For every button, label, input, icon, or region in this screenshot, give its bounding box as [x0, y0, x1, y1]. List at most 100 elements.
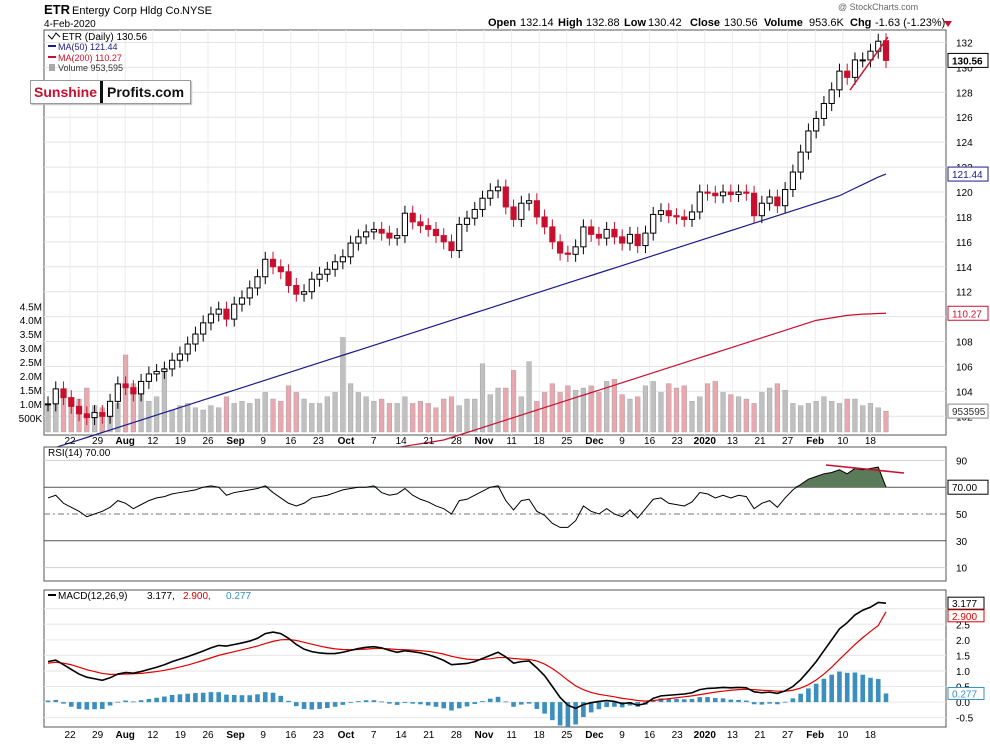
price-tick-label: 124 — [956, 138, 973, 149]
histogram-bar — [767, 702, 772, 704]
histogram-bar — [449, 702, 454, 711]
ma200-badge-text: 110.27 — [952, 309, 982, 320]
volume-bar — [402, 396, 408, 433]
price-x-axis: 22 29 Aug 12 19 26 Sep 9 16 23 Oct 7 14 21 28 Nov 11 18 25… — [64, 436, 876, 447]
candle-body — [60, 388, 67, 399]
x-tick-label: 25 — [561, 730, 573, 741]
volume-bar — [673, 387, 680, 433]
price-legend-icon — [47, 32, 61, 40]
candle-body — [851, 59, 859, 78]
x-tick-label: 22 — [64, 730, 76, 741]
candle-body — [712, 192, 719, 197]
volume-bar — [223, 396, 230, 433]
histogram-bar — [123, 700, 128, 703]
volume-bar — [278, 401, 284, 433]
volume-bar — [704, 383, 711, 433]
histogram-bar — [53, 699, 59, 703]
candle-body — [308, 278, 315, 293]
x-tick-label: Feb — [806, 436, 824, 447]
volume-bar — [689, 401, 695, 433]
volume-bar — [511, 370, 517, 433]
histogram-bar — [325, 702, 330, 709]
candle-body — [200, 322, 207, 335]
price-axis: 1021041061081101121141161181201221241261… — [947, 38, 989, 423]
x-tick-label: 2020 — [694, 730, 717, 741]
histogram-bar — [177, 694, 183, 703]
histogram-bar — [868, 677, 873, 703]
volume-bar — [534, 401, 540, 433]
x-tick-label: 9 — [619, 436, 625, 447]
price-panel — [43, 29, 947, 436]
x-tick-label: 22 — [64, 436, 76, 447]
volume-bar — [239, 401, 245, 433]
x-tick-label: Nov — [475, 730, 494, 741]
candle-body — [169, 359, 176, 370]
candle-body — [409, 212, 416, 223]
x-tick-label: 27 — [782, 436, 794, 447]
histogram-bar — [356, 701, 361, 703]
price-tick-label: 132 — [956, 38, 973, 49]
volume-bar — [736, 396, 742, 433]
volume-bar — [433, 407, 439, 433]
x-tick-label: 26 — [202, 436, 214, 447]
histogram-bar — [790, 698, 796, 703]
candle-body — [564, 252, 571, 255]
candle-body — [580, 226, 587, 248]
volume-tick-label: 1.5M — [20, 386, 42, 397]
x-tick-label: 16 — [644, 436, 656, 447]
x-tick-label: 18 — [865, 730, 877, 741]
volume-bar — [247, 403, 253, 433]
macd-legend-value: 3.177, — [147, 591, 175, 602]
volume-bar — [720, 392, 726, 433]
volume-bar — [565, 385, 571, 433]
histogram-bar — [270, 692, 276, 703]
candle-body — [153, 370, 160, 375]
histogram-bar — [674, 698, 679, 703]
x-tick-label: 19 — [175, 730, 187, 741]
histogram-bar — [363, 700, 369, 703]
volume-badge-text: 953595 — [952, 407, 986, 418]
rsi-line — [47, 466, 887, 528]
x-tick-label: 13 — [727, 730, 739, 741]
macd-tick-label: 0.0 — [956, 698, 970, 709]
rsi-badge — [947, 479, 989, 495]
candle-body — [75, 405, 83, 415]
candle-body — [619, 236, 626, 244]
histogram-bar — [728, 699, 734, 703]
macd-badge — [947, 686, 985, 700]
volume-bar — [340, 337, 346, 433]
histogram-bar — [231, 694, 237, 703]
candle-body — [588, 226, 595, 235]
volume-bar — [495, 387, 501, 433]
chart-header: ETR Entergy Corp Hldg Co. NYSE 4-Feb-202… — [44, 2, 952, 30]
volume-bars — [45, 337, 889, 433]
volume-tick-label: 1.0M — [20, 400, 42, 411]
volume-bar — [526, 361, 532, 433]
histogram-bar — [612, 702, 617, 707]
histogram-bar — [239, 695, 245, 703]
histogram-bar — [262, 692, 268, 703]
signal-legend-value: 2.900, — [183, 591, 211, 602]
candle-body — [502, 186, 509, 208]
price-tick-label: 108 — [956, 338, 973, 349]
candle-body — [766, 196, 773, 204]
x-tick-label: Sep — [226, 436, 244, 447]
x-tick-label: 12 — [147, 730, 159, 741]
histogram-bar — [542, 702, 547, 714]
histogram-bar — [138, 700, 144, 703]
histogram-bar — [557, 702, 563, 726]
histogram-bar — [162, 696, 167, 703]
open-value: 132.14 — [520, 17, 554, 29]
price-tick-label: 128 — [956, 88, 973, 99]
volume-bar — [542, 392, 548, 433]
histogram-bar — [410, 702, 415, 704]
candle-body — [665, 210, 672, 217]
volume-bar — [596, 392, 602, 433]
x-tick-label: Aug — [115, 436, 134, 447]
x-tick-label: 21 — [423, 730, 435, 741]
volume-bar — [425, 403, 431, 433]
histogram-bar — [720, 698, 726, 703]
legend-volume-swatch — [49, 64, 55, 71]
histogram-bar — [433, 702, 439, 707]
candle-body — [844, 70, 851, 78]
